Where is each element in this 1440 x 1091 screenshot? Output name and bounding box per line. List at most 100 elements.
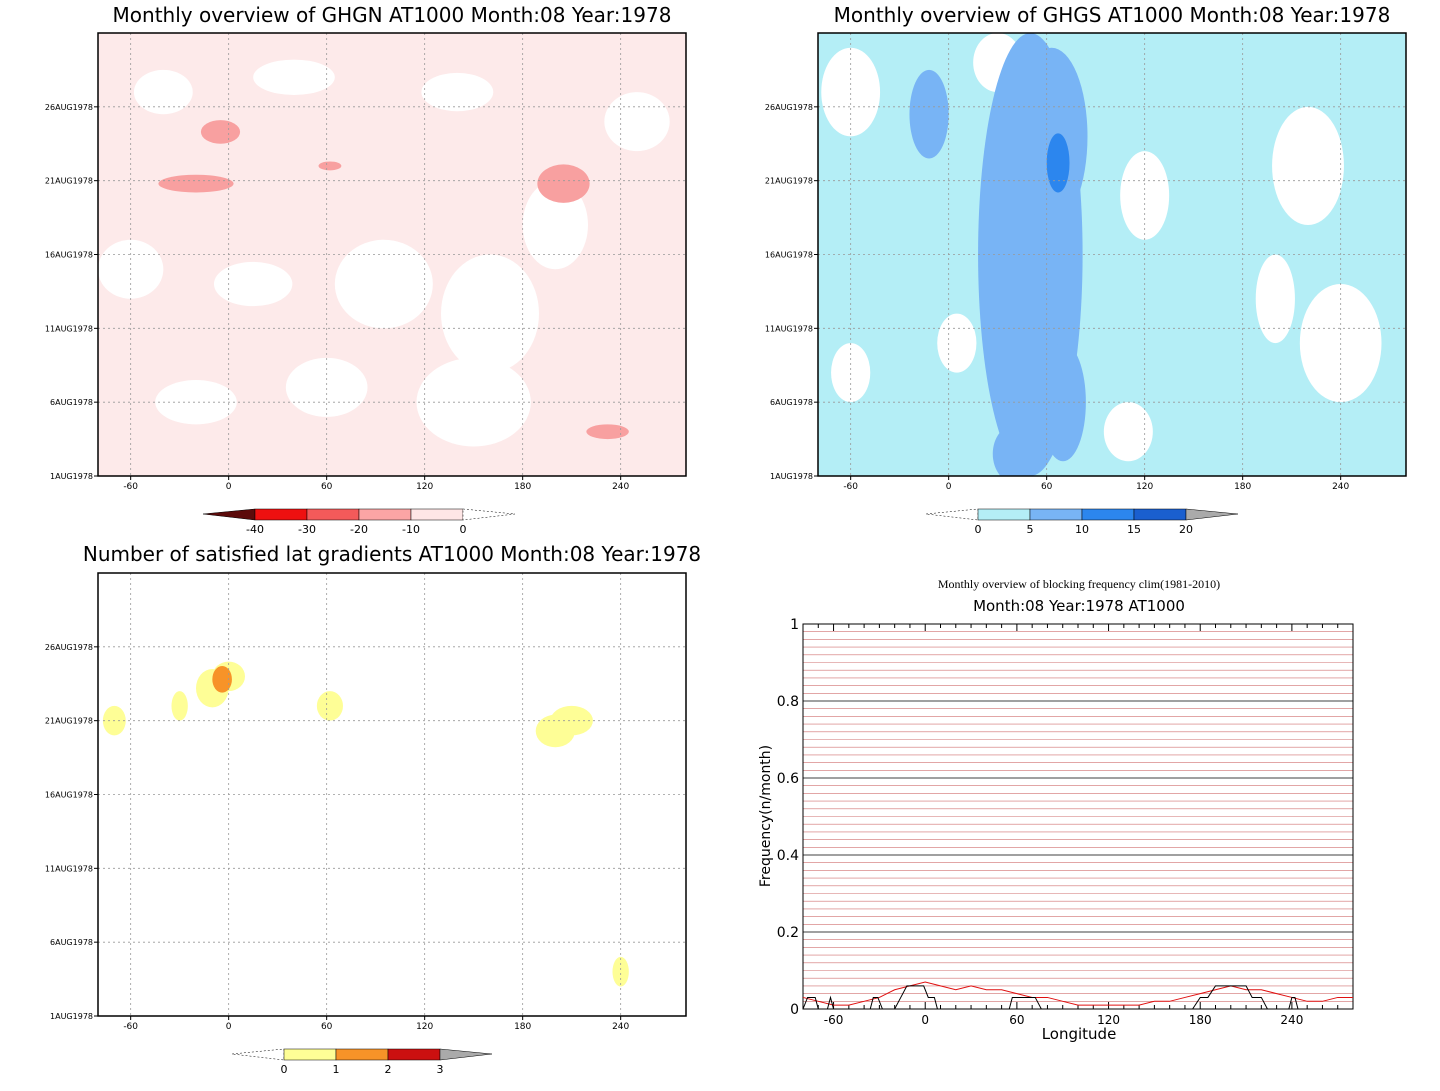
colorbar-extend-low — [925, 508, 979, 521]
plot-background — [818, 33, 1406, 476]
low-value-region — [937, 313, 977, 373]
blob-layer — [821, 33, 1382, 476]
colorbar-label: 20 — [1179, 523, 1193, 536]
y-tick-label: 16AUG1978 — [765, 251, 813, 260]
x-tick-label: -60 — [824, 1013, 844, 1027]
contour-blob — [537, 164, 590, 203]
low-value-region — [285, 357, 368, 417]
low-value-region — [1272, 106, 1344, 225]
blocking-title: Monthly overview of blocking frequency c… — [938, 577, 1220, 591]
x-tick-label: 180 — [1189, 1013, 1212, 1027]
x-tick-label: 240 — [1280, 1013, 1303, 1027]
low-value-region — [522, 180, 588, 270]
low-value-region — [1103, 402, 1153, 462]
x-tick-label: 120 — [416, 1022, 433, 1032]
low-value-region — [155, 380, 237, 425]
low-value-region — [133, 69, 193, 115]
colorbar-box — [283, 1048, 337, 1061]
contour-blob — [1036, 269, 1077, 358]
x-tick-label: 120 — [1136, 482, 1153, 492]
colorbar-box — [358, 508, 412, 521]
contour-blob — [909, 69, 949, 159]
contour-blob — [1015, 47, 1088, 225]
x-tick-label: -60 — [123, 482, 138, 492]
x-tick-label: 240 — [612, 1022, 629, 1032]
blocking-xlabel: Longitude — [1042, 1025, 1117, 1043]
colorbar-box — [1029, 508, 1083, 521]
x-tick-label: 120 — [416, 482, 433, 492]
low-value-region — [1255, 254, 1295, 344]
x-tick-label: 0 — [226, 482, 232, 492]
contour-blob — [992, 424, 1039, 476]
colorbar: -40 -30 -20 -10 0 — [202, 508, 516, 536]
x-tick-label: 0 — [946, 482, 952, 492]
blocking-ylabel: Frequency(n/month) — [758, 745, 774, 887]
y-tick-label: 0.8 — [777, 694, 799, 710]
colorbar-label: 0 — [975, 523, 982, 536]
y-tick-label: 0.2 — [777, 925, 799, 941]
colorbar-box — [977, 508, 1031, 521]
x-tick-label: 240 — [1332, 482, 1349, 492]
y-tick-label: 1AUG1978 — [50, 472, 93, 481]
x-tick-label: 60 — [1009, 1013, 1024, 1027]
colorbar-box — [1133, 508, 1187, 521]
contour-blob — [212, 666, 232, 693]
y-tick-label: 11AUG1978 — [765, 324, 813, 333]
contour-blob — [316, 691, 343, 721]
colorbar-label: 3 — [437, 1063, 444, 1076]
x-tick-label: 0 — [226, 1022, 232, 1032]
y-tick-label: 16AUG1978 — [45, 251, 93, 260]
contour-blob — [158, 174, 234, 193]
low-value-region — [1120, 151, 1170, 240]
colorbar-extend-low — [202, 508, 256, 521]
colorbar-box — [254, 508, 308, 521]
ghgs-title: Monthly overview of GHGS AT1000 Month:08… — [834, 3, 1391, 27]
low-value-region — [604, 92, 670, 152]
blob-layer — [102, 661, 629, 987]
y-tick-label: 6AUG1978 — [50, 938, 93, 947]
y-tick-label: 0.6 — [777, 771, 799, 787]
colorbar: 0 1 2 3 — [231, 1048, 493, 1076]
y-tick-label: 11AUG1978 — [45, 324, 93, 333]
x-tick-label: 120 — [1097, 1013, 1120, 1027]
y-tick-label: 1AUG1978 — [50, 1012, 93, 1021]
ghgn-panel: Monthly overview of GHGN AT1000 Month:08… — [45, 3, 687, 536]
contour-blob — [200, 120, 241, 144]
contour-blob — [1046, 133, 1070, 193]
x-tick-label: 180 — [514, 1022, 531, 1032]
y-tick-label: 21AUG1978 — [45, 177, 93, 186]
colorbar-extend-high — [439, 1048, 493, 1061]
x-tick-label: 180 — [1234, 482, 1251, 492]
colorbar-box — [335, 1048, 389, 1061]
y-tick-label: 0.4 — [777, 848, 799, 864]
y-tick-label: 1AUG1978 — [770, 472, 813, 481]
colorbar-extend-high — [1185, 508, 1239, 521]
contour-blob — [171, 691, 188, 721]
x-tick-label: 180 — [514, 482, 531, 492]
y-tick-label: 0 — [790, 1002, 799, 1018]
ghgs-panel: Monthly overview of GHGS AT1000 Month:08… — [765, 3, 1407, 536]
low-value-region — [441, 254, 539, 373]
colorbar-label: 10 — [1075, 523, 1089, 536]
blocking-frequency-panel: Monthly overview of blocking frequency c… — [758, 577, 1354, 1043]
y-tick-label: 21AUG1978 — [765, 177, 813, 186]
x-tick-label: 240 — [612, 482, 629, 492]
x-tick-label: -60 — [843, 482, 858, 492]
colorbar-label: 0 — [460, 523, 467, 536]
climatology-line — [802, 981, 1353, 1006]
colorbar-box — [306, 508, 360, 521]
x-tick-label: -60 — [123, 1022, 138, 1032]
y-tick-label: 26AUG1978 — [45, 103, 93, 112]
y-tick-label: 26AUG1978 — [45, 643, 93, 652]
colorbar-label: 5 — [1027, 523, 1034, 536]
y-tick-label: 6AUG1978 — [770, 398, 813, 407]
contour-blob — [550, 705, 593, 736]
y-tick-label: 26AUG1978 — [765, 103, 813, 112]
low-value-region — [334, 239, 433, 329]
contour-blob — [586, 424, 629, 440]
x-tick-label: 60 — [321, 1022, 333, 1032]
colorbar-label: 2 — [385, 1063, 392, 1076]
colorbar-label: -40 — [246, 523, 264, 536]
low-value-region — [831, 343, 871, 403]
